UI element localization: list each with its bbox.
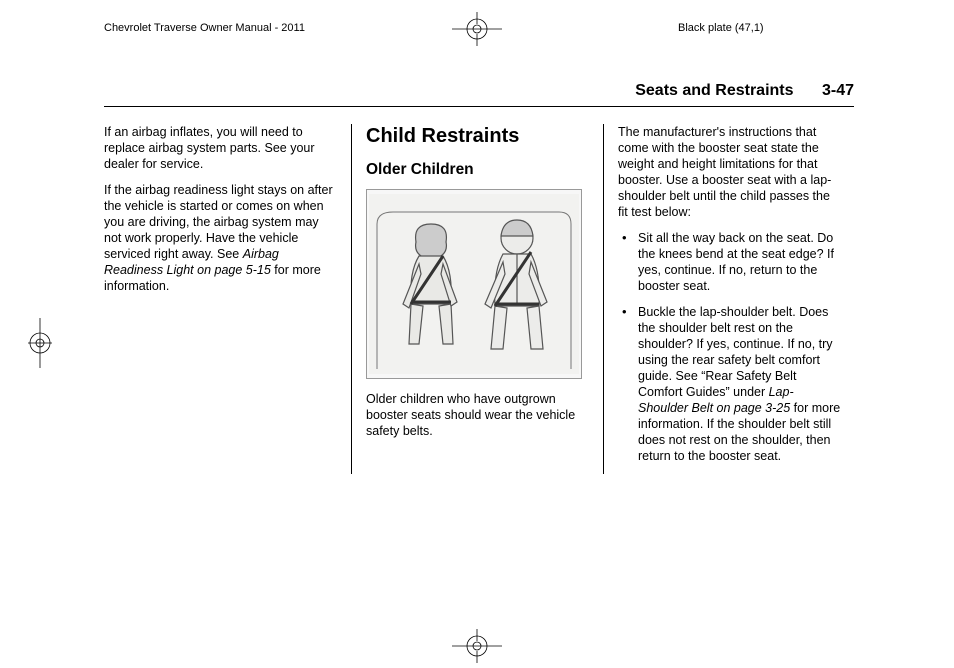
column-3: The manufacturer's instructions that com…: [604, 124, 854, 474]
older-children-illustration: [366, 189, 582, 379]
column-1: If an airbag inflates, you will need to …: [104, 124, 352, 474]
manual-title: Chevrolet Traverse Owner Manual - 2011: [104, 22, 305, 34]
page-number: 3-47: [822, 82, 854, 99]
children-seatbelt-svg: [369, 194, 579, 374]
plate-label: Black plate (47,1): [678, 22, 764, 34]
fit-test-item-1: Sit all the way back on the seat. Do the…: [618, 230, 842, 294]
bottom-crop-mark: [452, 629, 502, 663]
col3-para1: The manufacturer's instructions that com…: [618, 124, 842, 220]
col1-para2: If the airbag readiness light stays on a…: [104, 182, 337, 294]
content-columns: If an airbag inflates, you will need to …: [104, 124, 854, 474]
page-running-header: Seats and Restraints 3-47: [104, 82, 854, 107]
left-crop-mark: [20, 318, 60, 368]
printer-header: Chevrolet Traverse Owner Manual - 2011 B…: [0, 18, 954, 38]
fit-test-list: Sit all the way back on the seat. Do the…: [618, 230, 842, 464]
older-children-heading: Older Children: [366, 160, 589, 180]
top-crop-mark: [452, 12, 502, 46]
column-2: Child Restraints Older Children: [352, 124, 604, 474]
section-title: Seats and Restraints: [635, 82, 793, 99]
child-restraints-heading: Child Restraints: [366, 124, 589, 150]
fit-test-item-2: Buckle the lap-shoulder belt. Does the s…: [618, 304, 842, 464]
col2-para1: Older children who have outgrown booster…: [366, 391, 589, 439]
col1-para1: If an airbag inflates, you will need to …: [104, 124, 337, 172]
